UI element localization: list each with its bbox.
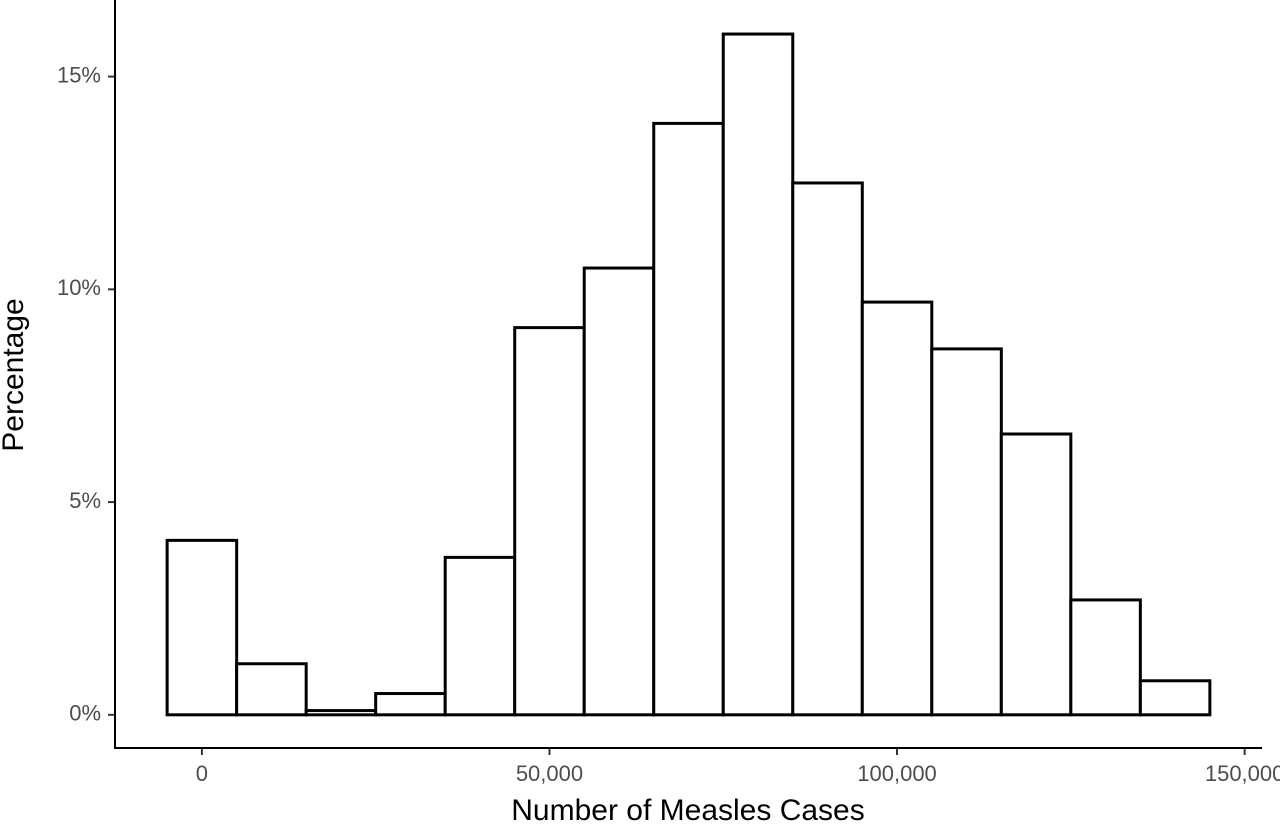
bar [1138,679,1212,717]
y-tick-label: 5% [69,488,101,513]
y-axis-title: Percentage [0,298,30,451]
bar [165,538,239,717]
bar [235,662,308,717]
bar [999,432,1073,717]
y-tick-label: 15% [57,62,101,87]
y-tick-label: 0% [69,701,101,726]
bar [930,347,1003,717]
x-tick-label: 50,000 [516,761,583,786]
x-tick-label: 100,000 [857,761,937,786]
bar [721,32,795,717]
bar [513,326,586,717]
x-tick-label: 0 [196,761,208,786]
bar [652,121,725,717]
y-tick-label: 10% [57,275,101,300]
bar [1069,598,1142,717]
bar [791,181,864,717]
bar [582,266,656,717]
bar [304,709,378,717]
bar [374,692,447,717]
x-tick-label: 150,000 [1205,761,1280,786]
x-axis-title: Number of Measles Cases [511,794,864,826]
bar [443,555,517,717]
bar [860,300,934,717]
